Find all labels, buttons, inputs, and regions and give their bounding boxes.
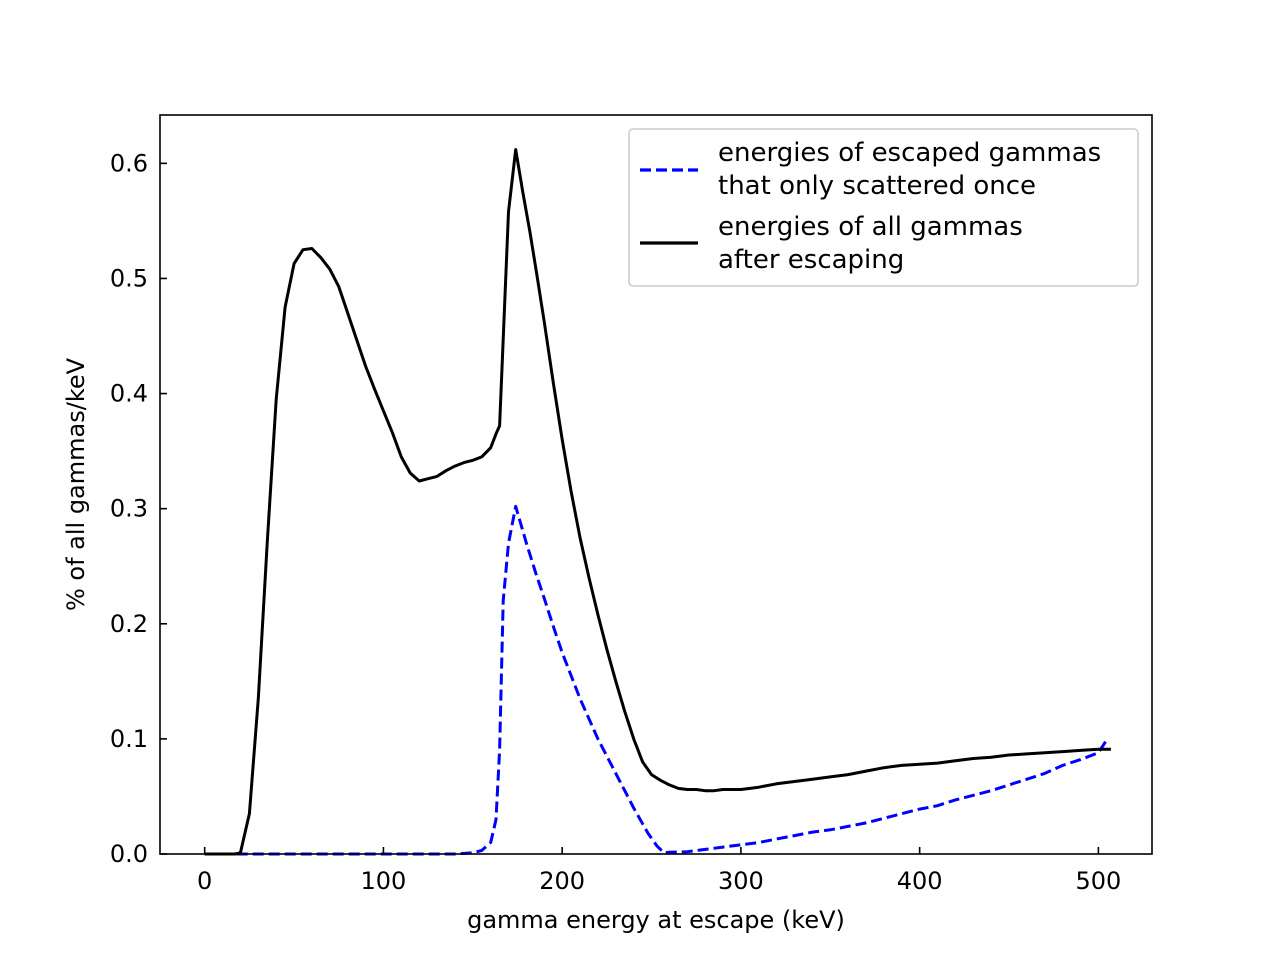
y-axis-label: % of all gammas/keV xyxy=(62,357,90,611)
y-tick-label: 0.6 xyxy=(110,149,148,177)
x-tick-label: 300 xyxy=(718,867,764,895)
legend-label-all-gammas-line-2: after escaping xyxy=(718,245,904,275)
series-line-single-scatter xyxy=(204,504,1109,856)
legend-label-all-gammas-line-1: energies of all gammas xyxy=(718,212,1023,242)
y-tick-label: 0.0 xyxy=(110,840,148,868)
y-tick-label: 0.1 xyxy=(110,725,148,753)
x-tick-label: 100 xyxy=(361,867,407,895)
x-tick-label: 500 xyxy=(1075,867,1121,895)
series-line-all-gammas xyxy=(204,148,1111,856)
legend-label-single-scatter-line-2: that only scattered once xyxy=(718,171,1036,201)
series-layer xyxy=(204,148,1111,856)
y-tick-label: 0.4 xyxy=(110,380,148,408)
x-tick-label: 400 xyxy=(897,867,943,895)
y-tick-label: 0.5 xyxy=(110,264,148,292)
x-tick-label: 200 xyxy=(539,867,585,895)
x-axis-label: gamma energy at escape (keV) xyxy=(467,906,845,934)
x-axis-ticks: 0 100 200 300 400 500 xyxy=(197,847,1121,895)
legend-box xyxy=(628,128,1139,287)
x-tick-label: 0 xyxy=(197,867,212,895)
y-axis-ticks: 0.0 0.1 0.2 0.3 0.4 0.5 0.6 xyxy=(110,149,167,868)
y-tick-label: 0.3 xyxy=(110,495,148,523)
legend-label-single-scatter-line-1: energies of escaped gammas xyxy=(718,138,1101,168)
plot-area-frame xyxy=(159,114,1153,855)
legend: energies of escaped gammas that only sca… xyxy=(628,128,1139,287)
y-tick-label: 0.2 xyxy=(110,610,148,638)
